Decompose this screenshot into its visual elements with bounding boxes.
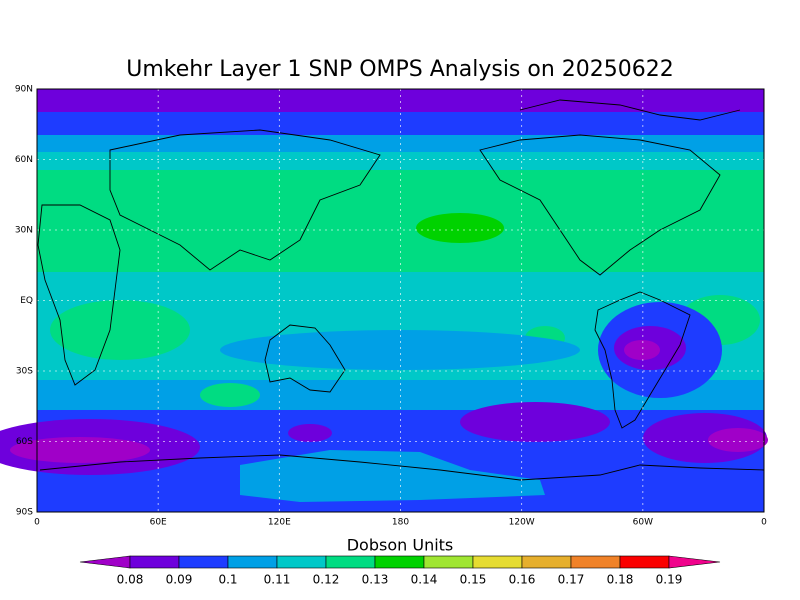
coastline [109, 129, 381, 271]
colorbar-box [619, 555, 670, 569]
lat-label: 30S [16, 367, 33, 377]
coastline [519, 99, 741, 121]
contour-region [10, 437, 150, 463]
colorbar-box [227, 555, 278, 569]
colorbar-box [472, 555, 523, 569]
contour-band [37, 89, 764, 112]
colorbar-box [423, 555, 474, 569]
lat-label: 90S [16, 508, 33, 518]
colorbar-arrow [79, 555, 131, 569]
colorbar-box [276, 555, 327, 569]
colorbar-label: 0.13 [362, 573, 389, 587]
lat-label: EQ [20, 296, 33, 306]
contour-region [416, 213, 504, 243]
colorbar-label: 0.08 [117, 573, 144, 587]
colorbar-box [178, 555, 229, 569]
colorbar-label: 0.12 [313, 573, 340, 587]
colorbar-label: 0.19 [656, 573, 683, 587]
colorbar-label: 0.14 [411, 573, 438, 587]
colorbar-box [325, 555, 376, 569]
colorbar-box [521, 555, 572, 569]
lat-label: 90N [15, 85, 33, 95]
colorbar-box [374, 555, 425, 569]
coastline [264, 324, 346, 393]
colorbar-label: 0.17 [558, 573, 585, 587]
contour-band [37, 112, 764, 135]
colorbar-title: Dobson Units [347, 536, 454, 555]
lat-label: 60S [16, 437, 33, 447]
lon-label: 0 [34, 518, 40, 528]
lon-label: 60E [150, 518, 167, 528]
colorbar-label: 0.1 [218, 573, 237, 587]
colorbar: Dobson Units 0.08 0.09 0.1 0.11 0.12 0.13 0.14… [79, 536, 721, 587]
contour-region [460, 402, 610, 442]
colorbar-box [129, 555, 180, 569]
lat-label: 30N [15, 226, 33, 236]
colorbar-label: 0.15 [460, 573, 487, 587]
contour-region [220, 330, 580, 370]
map-frame [36, 88, 765, 513]
colorbar-arrow [668, 555, 721, 569]
contour-region [200, 383, 260, 407]
lon-label: 60W [633, 518, 653, 528]
contour-region [624, 340, 660, 360]
colorbar-label: 0.11 [264, 573, 291, 587]
colorbar-box [570, 555, 621, 569]
contour-region [240, 450, 545, 502]
coastlines [37, 99, 765, 481]
lon-label: 0 [761, 518, 767, 528]
lon-label: 120W [509, 518, 535, 528]
contour-region [50, 300, 190, 360]
coastline [37, 204, 121, 386]
lat-label: 60N [15, 155, 33, 165]
map-title: Umkehr Layer 1 SNP OMPS Analysis on 2025… [126, 57, 674, 82]
coastline [39, 454, 765, 481]
coastline [594, 291, 691, 429]
contour-region [288, 424, 332, 442]
contour-region [708, 428, 768, 452]
lon-label: 180 [392, 518, 409, 528]
coastline [479, 134, 721, 276]
colorbar-label: 0.09 [166, 573, 193, 587]
lon-label: 120E [268, 518, 291, 528]
graticule [37, 89, 764, 512]
colorbar-label: 0.16 [509, 573, 536, 587]
colorbar-label: 0.18 [607, 573, 634, 587]
